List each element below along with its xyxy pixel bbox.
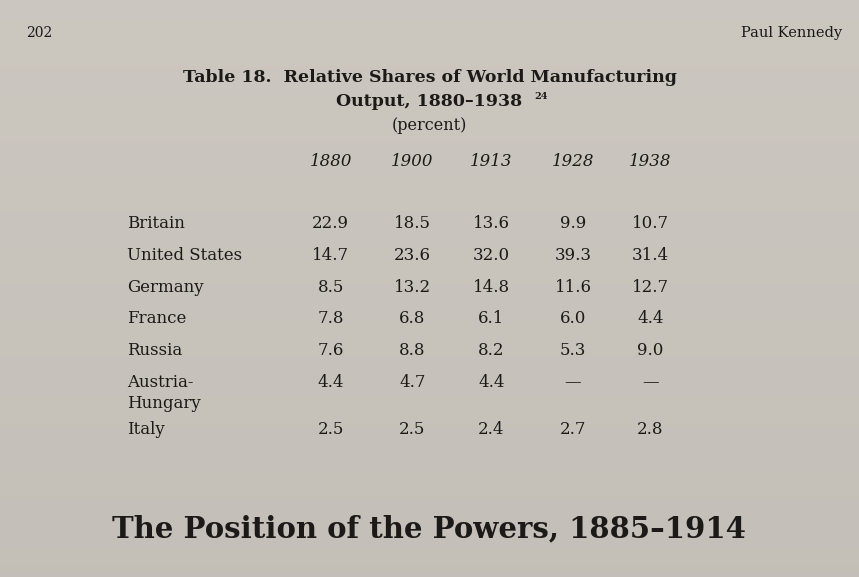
Text: 13.2: 13.2 [393,279,431,296]
Text: 9.9: 9.9 [560,215,586,231]
Text: 4.4: 4.4 [478,374,504,391]
Text: 24: 24 [534,92,548,101]
Text: 1928: 1928 [551,153,594,170]
Text: 18.5: 18.5 [393,215,431,231]
Text: 10.7: 10.7 [631,215,669,231]
Text: 202: 202 [26,26,52,40]
Text: 31.4: 31.4 [631,247,669,264]
Text: 4.4: 4.4 [637,310,663,327]
Text: 1900: 1900 [391,153,434,170]
Text: 6.1: 6.1 [478,310,504,327]
Text: Britain: Britain [127,215,185,231]
Text: 1913: 1913 [470,153,513,170]
Text: Germany: Germany [127,279,204,296]
Text: 6.8: 6.8 [399,310,425,327]
Text: 23.6: 23.6 [393,247,431,264]
Text: 1938: 1938 [629,153,672,170]
Text: Austria-
Hungary: Austria- Hungary [127,374,201,412]
Text: 4.7: 4.7 [399,374,425,391]
Text: Paul Kennedy: Paul Kennedy [740,26,842,40]
Text: 2.7: 2.7 [560,421,586,438]
Text: 6.0: 6.0 [560,310,586,327]
Text: 1880: 1880 [309,153,352,170]
Text: 14.8: 14.8 [472,279,510,296]
Text: The Position of the Powers, 1885–1914: The Position of the Powers, 1885–1914 [113,515,746,544]
Text: —: — [642,374,659,391]
Text: 11.6: 11.6 [554,279,592,296]
Text: Russia: Russia [127,342,182,359]
Text: 8.2: 8.2 [478,342,504,359]
Text: 7.6: 7.6 [318,342,344,359]
Text: 22.9: 22.9 [312,215,350,231]
Text: 4.4: 4.4 [318,374,344,391]
Text: Italy: Italy [127,421,165,438]
Text: 14.7: 14.7 [312,247,350,264]
Text: 32.0: 32.0 [472,247,510,264]
Text: (percent): (percent) [392,117,467,134]
Text: 8.8: 8.8 [399,342,425,359]
Text: Output, 1880–1938: Output, 1880–1938 [337,93,522,110]
Text: 2.5: 2.5 [399,421,425,438]
Text: France: France [127,310,186,327]
Text: Table 18.  Relative Shares of World Manufacturing: Table 18. Relative Shares of World Manuf… [183,69,676,86]
Text: 8.5: 8.5 [318,279,344,296]
Text: 2.4: 2.4 [478,421,504,438]
Text: 39.3: 39.3 [554,247,592,264]
Text: 12.7: 12.7 [631,279,669,296]
Text: 2.5: 2.5 [318,421,344,438]
Text: 5.3: 5.3 [560,342,586,359]
Text: United States: United States [127,247,242,264]
Text: 9.0: 9.0 [637,342,663,359]
Text: 7.8: 7.8 [318,310,344,327]
Text: 13.6: 13.6 [472,215,510,231]
Text: —: — [564,374,582,391]
Text: 2.8: 2.8 [637,421,663,438]
